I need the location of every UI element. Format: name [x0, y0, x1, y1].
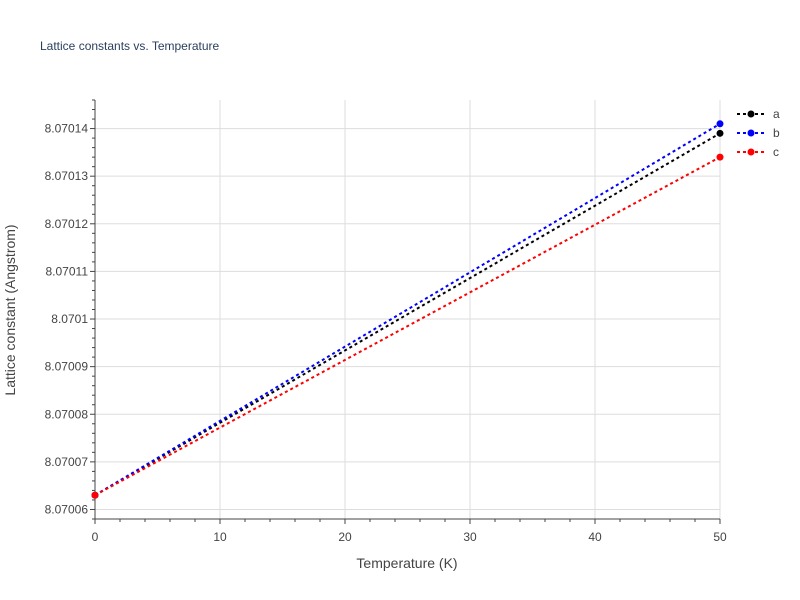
legend-label: a [773, 107, 780, 121]
y-tick-label: 8.07008 [45, 407, 89, 421]
x-tick-label: 50 [713, 530, 727, 544]
legend-swatch-marker [747, 148, 755, 156]
series-point-c[interactable] [716, 153, 724, 161]
chart-title: Lattice constants vs. Temperature [40, 39, 220, 53]
x-tick-label: 40 [588, 530, 602, 544]
series-point-a[interactable] [716, 129, 724, 137]
series-line-a [94, 132, 721, 497]
y-tick-label: 8.07009 [45, 360, 89, 374]
y-tick-label: 8.07007 [45, 455, 89, 469]
legend-swatch-marker [747, 129, 755, 137]
legend-item-b[interactable]: b [737, 126, 780, 140]
series-layer [91, 120, 724, 499]
series-point-b[interactable] [716, 120, 724, 128]
x-tick-label: 30 [463, 530, 477, 544]
legend-item-c[interactable]: c [737, 145, 779, 159]
legend-item-a[interactable]: a [737, 107, 780, 121]
x-tick-label: 20 [338, 530, 352, 544]
legend[interactable]: abc [737, 107, 780, 159]
x-axis-title: Temperature (K) [356, 555, 457, 571]
grid [95, 100, 721, 519]
legend-label: b [773, 126, 780, 140]
y-tick-label: 8.07011 [46, 264, 89, 278]
x-tick-label: 0 [92, 530, 99, 544]
legend-swatch-marker [747, 110, 755, 118]
series-point-c[interactable] [91, 491, 99, 499]
y-axis-title: Lattice constant (Angstrom) [2, 224, 18, 395]
y-tick-label: 8.07014 [45, 122, 89, 136]
y-tick-label: 8.0701 [51, 312, 88, 326]
y-tick-label: 8.07006 [45, 502, 89, 516]
series-line-c [94, 156, 721, 497]
y-tick-label: 8.07012 [45, 217, 89, 231]
axes: 0 10 20 30 40 50 8.07006 8.07007 8.07008 8.07009 8… [45, 99, 727, 544]
x-tick-label: 10 [213, 530, 227, 544]
y-tick-label: 8.07013 [45, 169, 89, 183]
legend-label: c [773, 145, 779, 159]
series-line-b [94, 122, 721, 497]
